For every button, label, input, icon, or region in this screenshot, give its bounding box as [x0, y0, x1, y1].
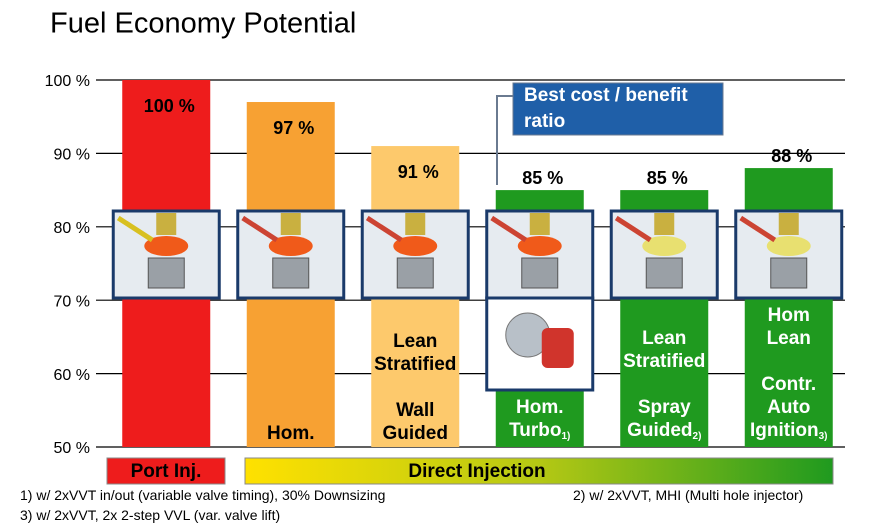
combustion [393, 236, 438, 256]
piston [521, 257, 559, 289]
head [778, 213, 799, 235]
combustion [642, 236, 687, 256]
footnote-mark: 1) [561, 431, 571, 442]
y-tick-label: 80 % [54, 220, 90, 237]
injector [116, 215, 154, 243]
footnote: 1) w/ 2xVVT in/out (variable valve timin… [20, 487, 386, 503]
piston [770, 257, 808, 289]
footnote: 2) w/ 2xVVT, MHI (Multi hole injector) [573, 487, 804, 503]
category-label: Hom Lean Contr. Auto Ignition3) [750, 305, 828, 442]
bar-label: Lean Stratified Spray Guided2) [618, 300, 710, 445]
value-label: 85 % [522, 168, 563, 188]
category-label: Lean Stratified Wall Guided [374, 331, 457, 444]
group-box [106, 457, 226, 485]
bar-label: Lean Stratified Wall Guided [369, 300, 461, 445]
head [529, 213, 550, 235]
callout-line [496, 95, 513, 185]
head [654, 213, 675, 235]
piston [272, 257, 310, 289]
combustion [268, 236, 313, 256]
bar-label: Hom. Turbo1) [494, 300, 586, 445]
piston [147, 257, 185, 289]
y-tick-label: 90 % [54, 147, 90, 164]
turbo [541, 328, 574, 368]
head [280, 213, 301, 235]
callout-box [512, 82, 724, 136]
value-label: 97 % [273, 118, 314, 138]
y-tick-label: 100 % [45, 73, 90, 90]
group-label: Port Inj. [131, 461, 202, 482]
group-box [244, 457, 834, 485]
value-label: 85 % [647, 168, 688, 188]
value-label: 100 % [144, 96, 195, 116]
callout-text: ratio [524, 111, 565, 132]
injector [739, 215, 777, 243]
combustion [766, 236, 811, 256]
chart-title: Fuel Economy Potential [50, 8, 356, 40]
injector [614, 215, 652, 243]
head [156, 213, 177, 235]
y-tick-label: 50 % [54, 440, 90, 457]
group-label: Direct Injection [408, 461, 545, 482]
category-label: Hom. [267, 423, 315, 444]
value-label: 91 % [398, 162, 439, 182]
injector [490, 215, 528, 243]
head [405, 213, 426, 235]
footnote-mark: 2) [692, 431, 702, 442]
callout-text: Best cost / benefit [524, 85, 688, 106]
piston [645, 257, 683, 289]
y-tick-label: 60 % [54, 367, 90, 384]
y-tick-label: 70 % [54, 293, 90, 310]
bar-label: Hom Lean Contr. Auto Ignition3) [743, 300, 835, 445]
combustion [517, 236, 562, 256]
footnote: 3) w/ 2xVVT, 2x 2-step VVL (var. valve l… [20, 507, 281, 523]
combustion [144, 236, 189, 256]
value-label: 88 % [771, 146, 812, 166]
injector [365, 215, 403, 243]
category-label: Lean Stratified Spray Guided2) [623, 328, 706, 442]
category-label: Hom. Turbo1) [509, 397, 571, 442]
piston [396, 257, 434, 289]
injector [241, 215, 279, 243]
bar-label: Hom. [245, 300, 337, 445]
footnote-mark: 3) [818, 431, 828, 442]
